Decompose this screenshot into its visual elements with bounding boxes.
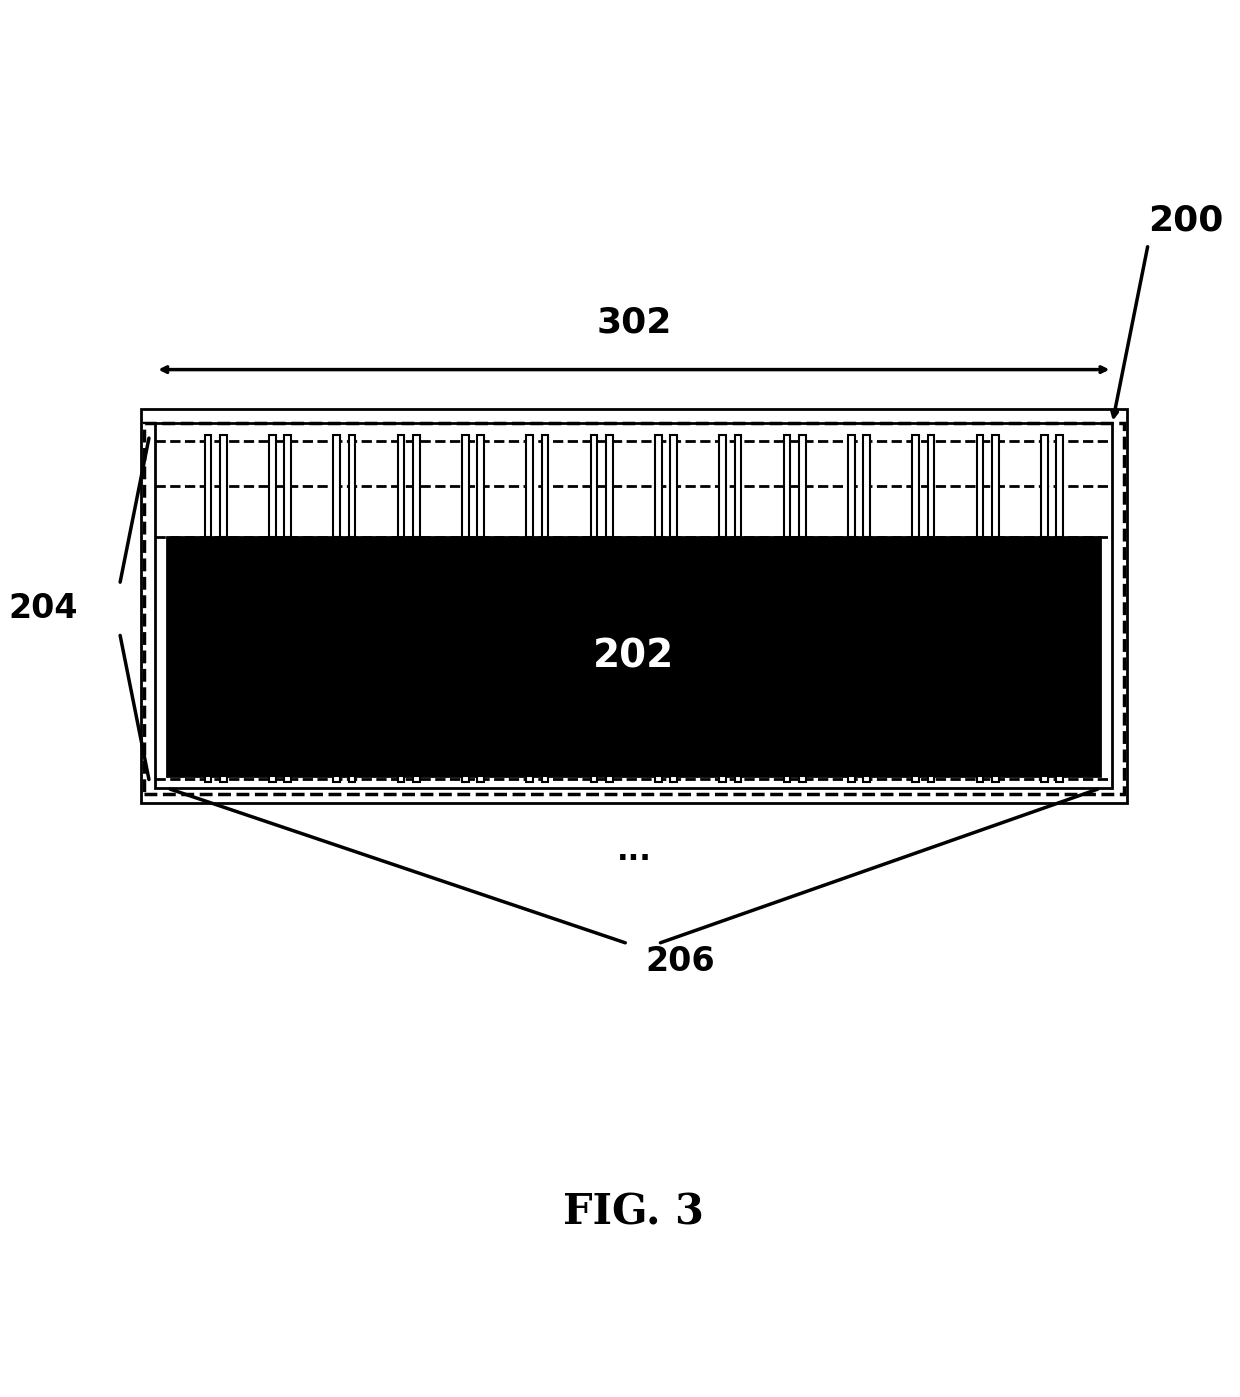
Bar xyxy=(719,436,727,536)
Bar xyxy=(398,777,404,782)
Bar xyxy=(913,436,919,536)
Bar xyxy=(413,436,419,536)
Bar xyxy=(977,777,983,782)
Bar xyxy=(205,777,211,782)
Bar xyxy=(334,436,340,536)
Bar xyxy=(655,777,662,782)
Bar xyxy=(526,436,533,536)
Bar xyxy=(348,777,356,782)
Bar xyxy=(671,436,677,536)
Bar xyxy=(463,436,469,536)
Bar xyxy=(913,777,919,782)
Bar xyxy=(219,436,227,536)
Bar xyxy=(977,436,983,536)
Bar xyxy=(992,777,998,782)
Bar xyxy=(719,777,727,782)
Bar xyxy=(463,777,469,782)
Bar xyxy=(590,777,598,782)
Text: 204: 204 xyxy=(9,592,78,626)
Bar xyxy=(526,777,533,782)
Bar xyxy=(413,777,419,782)
Bar xyxy=(1056,436,1063,536)
Text: 206: 206 xyxy=(646,946,715,978)
Bar xyxy=(141,409,1127,802)
Bar xyxy=(205,436,211,536)
Bar xyxy=(606,436,613,536)
Text: 202: 202 xyxy=(593,637,675,676)
Bar xyxy=(284,777,291,782)
Bar xyxy=(863,777,870,782)
Bar xyxy=(671,777,677,782)
Bar xyxy=(398,436,404,536)
Bar xyxy=(655,436,662,536)
Bar xyxy=(848,436,854,536)
Bar xyxy=(155,423,1112,788)
Bar xyxy=(1056,777,1063,782)
Bar xyxy=(928,777,935,782)
Bar xyxy=(477,777,484,782)
Bar xyxy=(848,777,854,782)
Bar xyxy=(542,436,548,536)
Bar xyxy=(799,436,806,536)
Bar xyxy=(348,436,356,536)
Bar xyxy=(863,436,870,536)
Bar xyxy=(477,436,484,536)
Text: ...: ... xyxy=(616,837,651,866)
Bar xyxy=(269,436,275,536)
Bar xyxy=(542,777,548,782)
Text: FIG. 3: FIG. 3 xyxy=(563,1192,704,1234)
Bar xyxy=(784,777,790,782)
Bar xyxy=(992,436,998,536)
Bar xyxy=(590,436,598,536)
Bar xyxy=(1042,436,1048,536)
Bar xyxy=(734,777,742,782)
Bar xyxy=(334,777,340,782)
Bar xyxy=(799,777,806,782)
Bar xyxy=(1042,777,1048,782)
Bar xyxy=(284,436,291,536)
Bar xyxy=(734,436,742,536)
Bar xyxy=(167,536,1100,777)
Bar xyxy=(606,777,613,782)
Bar xyxy=(219,777,227,782)
Text: 200: 200 xyxy=(1148,203,1224,237)
Bar xyxy=(269,777,275,782)
Bar xyxy=(928,436,935,536)
Bar xyxy=(784,436,790,536)
Text: 302: 302 xyxy=(596,306,672,339)
